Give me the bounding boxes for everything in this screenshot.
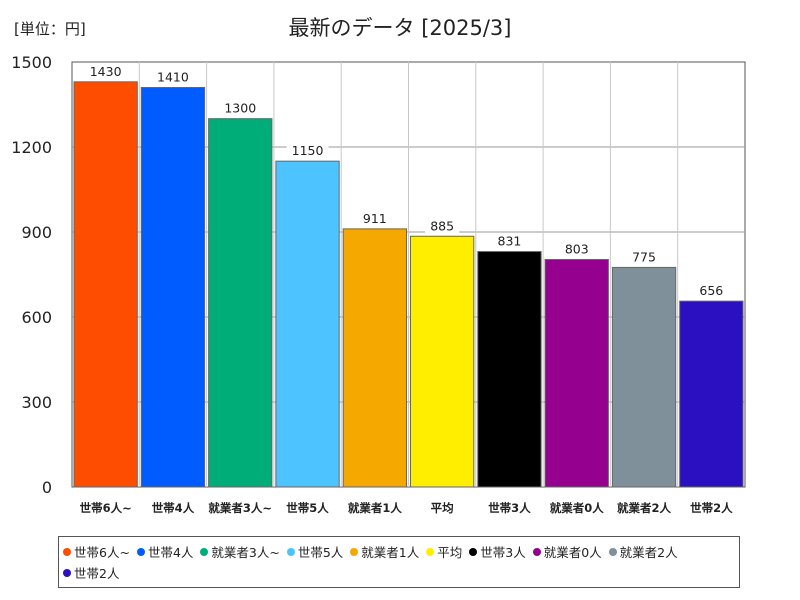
value-label-bg <box>425 217 460 234</box>
value-label: 885 <box>430 218 454 233</box>
value-label-bg <box>151 68 194 85</box>
value-label: 775 <box>632 249 656 264</box>
y-axis-ticks: 0 300 600 900 1200 1500 <box>11 53 52 497</box>
legend-item: 世帯5人 <box>286 541 344 562</box>
x-tick-label: 就業者2人 <box>617 501 672 515</box>
value-label: 803 <box>565 241 589 256</box>
legend-item: 就業者1人 <box>350 541 419 562</box>
value-label-bg <box>492 232 527 249</box>
legend-item: 就業者0人 <box>532 541 602 562</box>
legend-label: 就業者3人~ <box>211 545 280 560</box>
value-label: 831 <box>498 234 522 249</box>
x-tick-label: 平均 <box>431 501 454 515</box>
legend-label: 世帯6人~ <box>74 545 130 560</box>
y-tick-label: 300 <box>21 393 52 412</box>
x-tick-label: 就業者0人 <box>550 501 605 515</box>
x-tick-label: 世帯2人 <box>690 501 733 515</box>
legend-swatch <box>63 568 71 577</box>
chart-title: 最新のデータ [2025/3] <box>288 16 512 40</box>
x-tick-label: 就業者3人~ <box>208 501 272 515</box>
legend-label: 世帯2人 <box>74 566 120 581</box>
legend-label: 就業者0人 <box>543 545 602 560</box>
legend-swatch <box>350 547 359 556</box>
legend-label: 世帯5人 <box>297 545 344 560</box>
bar-2 <box>140 87 206 488</box>
unit-label: [単位：円] <box>14 20 86 38</box>
bar-10 <box>679 300 744 488</box>
legend-swatch <box>469 547 478 556</box>
y-tick-label: 1200 <box>11 138 52 157</box>
legend-swatch <box>136 547 145 556</box>
value-label-bg <box>84 62 127 79</box>
x-tick-label: 世帯6人~ <box>80 501 132 515</box>
bar-5 <box>342 228 408 488</box>
value-label: 1410 <box>157 70 189 85</box>
y-tick-label: 600 <box>21 308 52 327</box>
legend-label: 就業者1人 <box>361 545 420 560</box>
bar-1 <box>73 81 138 488</box>
value-label: 911 <box>363 211 387 226</box>
legend-swatch <box>63 547 71 556</box>
grid-lines <box>71 61 746 488</box>
value-label-bg <box>219 99 262 116</box>
bar-6 <box>410 235 475 488</box>
legend-item: 世帯3人 <box>469 541 526 562</box>
x-axis-ticks: 世帯6人~ 世帯4人 就業者3人~ 世帯5人 就業者1人 平均 世帯3人 就業者0人 就業者2人… <box>80 501 734 515</box>
legend-item: 世帯4人 <box>136 541 194 562</box>
value-label: 656 <box>699 283 723 298</box>
bars <box>73 81 744 488</box>
bar-8 <box>544 258 609 488</box>
legend-label: 就業者2人 <box>619 545 678 560</box>
legend-item: 平均 <box>426 541 462 562</box>
x-tick-label: 世帯5人 <box>286 501 329 515</box>
x-tick-label: 世帯4人 <box>152 501 195 515</box>
legend-item: 就業者2人 <box>608 541 678 562</box>
value-label-bg <box>357 209 392 226</box>
value-label: 1430 <box>90 64 122 79</box>
y-tick-label: 1500 <box>11 53 52 72</box>
legend-swatch <box>532 547 541 556</box>
legend-item: 世帯6人~ <box>63 541 130 562</box>
value-label: 1150 <box>292 143 324 158</box>
value-label-bg <box>559 240 594 257</box>
legend-label: 世帯3人 <box>480 545 526 560</box>
bar-7 <box>477 251 542 488</box>
x-tick-label: 就業者1人 <box>348 501 403 515</box>
y-tick-label: 900 <box>21 223 52 242</box>
bar-3 <box>208 118 273 488</box>
value-labels: 1430 1410 1300 1150 911 885 831 803 775 656 <box>84 62 729 299</box>
legend-swatch <box>200 547 209 556</box>
legend-label: 世帯4人 <box>147 545 194 560</box>
legend-swatch <box>286 547 295 556</box>
value-label: 1300 <box>224 101 256 116</box>
value-label-bg <box>286 142 329 159</box>
legend-label: 平均 <box>437 545 463 560</box>
y-tick-label: 0 <box>42 478 52 497</box>
legend-item: 就業者3人~ <box>200 541 280 562</box>
value-label-bg <box>627 248 662 265</box>
value-label-bg <box>694 282 729 299</box>
legend: 世帯6人~ 世帯4人 就業者3人~ 世帯5人 就業者1人 平均 世帯3人 就業者0人 就業者2人… <box>58 536 740 588</box>
bar-9 <box>611 266 677 488</box>
legend-item: 世帯2人 <box>63 562 119 583</box>
legend-swatch <box>608 547 617 556</box>
bar-4 <box>275 160 340 488</box>
x-tick-label: 世帯3人 <box>488 501 531 515</box>
bar-chart: 1430 1410 1300 1150 911 885 831 803 775 656 0 300 6… <box>11 53 746 515</box>
legend-swatch <box>426 547 435 556</box>
